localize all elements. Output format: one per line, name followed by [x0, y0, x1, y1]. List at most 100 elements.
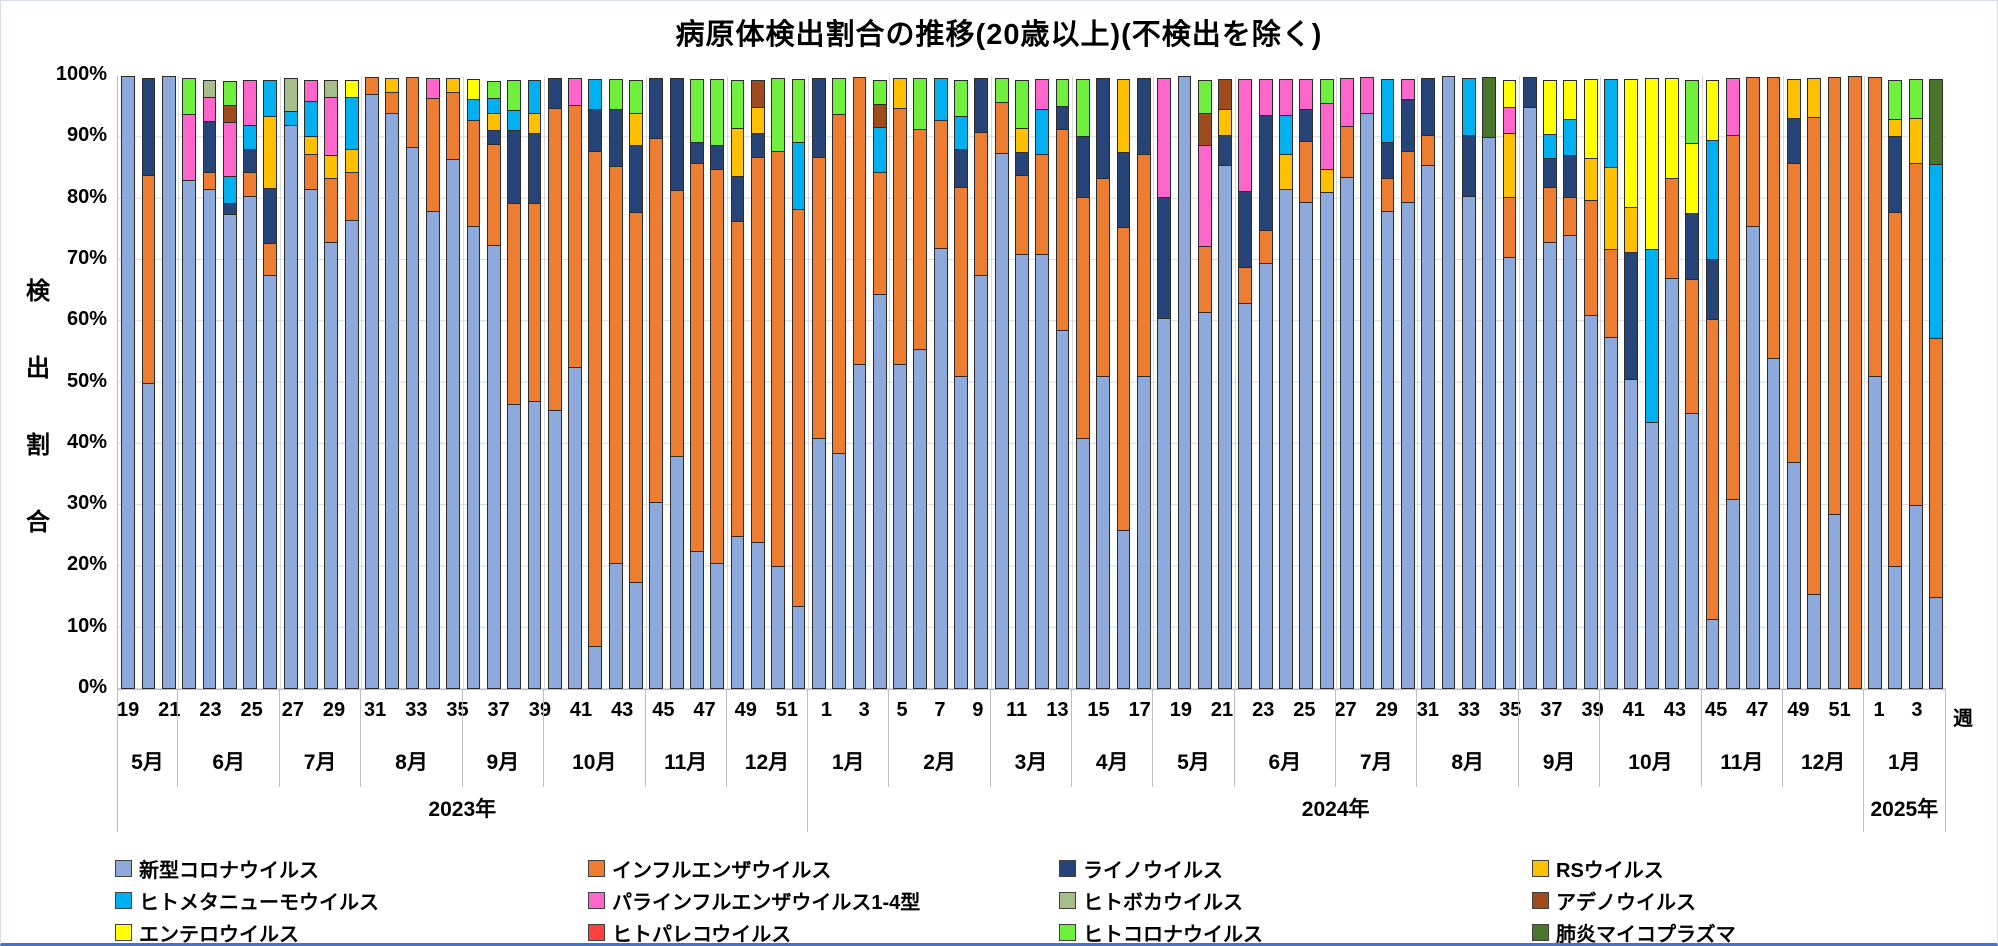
segment-covid — [1624, 379, 1639, 689]
segment-flu — [1908, 162, 1923, 507]
week-label: 51 — [1828, 699, 1851, 721]
week-label: 35 — [446, 699, 469, 721]
month-label: 9月 — [486, 751, 520, 774]
segment-covid — [1807, 594, 1821, 689]
segment-covid — [1380, 210, 1395, 689]
bar-slot-week-23 — [1256, 76, 1276, 689]
segment-hcov — [913, 78, 928, 131]
segment-covid — [1827, 514, 1842, 689]
segment-rhino — [243, 148, 257, 174]
segment-rhino — [1238, 191, 1253, 269]
segment-adeno — [222, 104, 237, 123]
segment-covid — [304, 189, 318, 689]
y-tick-label: 80% — [66, 185, 107, 208]
stacked-bar-week-28 — [304, 76, 318, 689]
month-boundary-gridline — [645, 76, 647, 689]
segment-rhino — [1015, 151, 1029, 177]
segment-flu — [141, 175, 156, 384]
segment-hmpv — [344, 97, 359, 150]
stacked-bar-week-51 — [771, 76, 786, 689]
segment-covid — [202, 189, 217, 689]
segment-rhino — [669, 78, 684, 192]
segment-covid — [344, 220, 359, 689]
bar-slot-week-28 — [1357, 76, 1377, 689]
segment-flu — [913, 129, 928, 350]
segment-rhino — [1096, 78, 1111, 180]
axis-separator — [1782, 690, 1783, 787]
week-label: 3 — [858, 699, 870, 721]
segment-entero — [1583, 79, 1598, 159]
stacked-bar-week-11 — [1015, 76, 1029, 689]
week-label: 13 — [1046, 699, 1069, 721]
month-boundary-gridline — [1234, 76, 1236, 689]
week-label: 33 — [405, 699, 428, 721]
segment-covid — [324, 241, 339, 689]
segment-covid — [1705, 618, 1720, 689]
month-label: 5月 — [1177, 751, 1210, 774]
bar-slot-week-36 — [463, 76, 483, 689]
segment-hcov — [710, 79, 725, 147]
legend-label-rhino: ライノウイルス — [1083, 859, 1223, 882]
bar-slot-week-26 — [260, 76, 280, 689]
segment-hmpv — [222, 176, 237, 204]
week-label: 47 — [693, 699, 716, 721]
segment-flu — [1725, 135, 1740, 500]
chart-title: 病原体検出割合の推移(20歳以上)(不検出を除く) — [675, 19, 1323, 51]
segment-covid — [385, 112, 400, 689]
stacked-bar-week-48 — [710, 76, 725, 689]
segment-covid — [1644, 422, 1659, 689]
segment-covid — [588, 646, 603, 689]
week-label: 15 — [1087, 699, 1110, 721]
segment-para — [1502, 106, 1517, 135]
segment-covid — [486, 244, 501, 689]
week-label: 19 — [117, 699, 140, 721]
segment-flu — [1197, 245, 1212, 314]
segment-boca — [202, 80, 217, 99]
y-tick-label: 100% — [55, 63, 107, 85]
month-label: 5月 — [131, 751, 164, 774]
segment-flu — [1096, 178, 1111, 378]
y-tick-label: 40% — [66, 430, 107, 453]
segment-hcov — [730, 80, 745, 130]
segment-para — [1725, 78, 1740, 137]
bar-slot-week-33 — [1459, 76, 1479, 689]
axis-separator — [725, 690, 727, 787]
segment-covid — [1441, 76, 1456, 689]
segment-covid — [365, 94, 379, 689]
bar-slot-week-48 — [1763, 76, 1783, 689]
segment-flu — [669, 190, 684, 458]
segment-covid — [263, 275, 278, 689]
legend-item-hcov: ヒトコロナウイルス — [1059, 918, 1532, 943]
week-label — [1521, 690, 1540, 739]
segment-hcov — [629, 80, 643, 114]
month-boundary-gridline — [544, 76, 546, 689]
stacked-bar-week-13 — [1055, 76, 1070, 689]
segment-rhino — [1563, 154, 1578, 198]
stacked-bar-week-49 — [1786, 76, 1801, 689]
week-label: 39 — [528, 699, 551, 721]
bar-slot-week-52 — [1845, 76, 1865, 689]
bar-slot-week-38 — [1560, 76, 1580, 689]
axis-separator — [1335, 690, 1337, 787]
segment-covid — [547, 410, 562, 689]
segment-covid — [568, 367, 582, 689]
stacked-bar-week-35 — [446, 76, 461, 689]
segment-flu — [1583, 199, 1598, 317]
legend-label-flu: インフルエンザウイルス — [612, 859, 832, 882]
segment-flu — [1543, 187, 1557, 243]
segment-hmpv — [1929, 163, 1943, 339]
stacked-bar-week-14 — [1075, 76, 1090, 689]
y-tick-label: 0% — [78, 676, 107, 698]
week-label: 25 — [1293, 699, 1316, 721]
month-label: 3月 — [1014, 751, 1048, 774]
month-label: 6月 — [1268, 751, 1302, 774]
segment-flu — [1766, 77, 1781, 359]
segment-entero — [1665, 78, 1679, 180]
stacked-bar-week-50 — [750, 76, 765, 689]
segment-flu — [1380, 178, 1395, 212]
segment-para — [243, 80, 257, 126]
segment-rs — [1624, 206, 1639, 253]
segment-hcov — [608, 79, 623, 110]
segment-covid — [507, 403, 521, 689]
segment-hmpv — [527, 80, 542, 114]
